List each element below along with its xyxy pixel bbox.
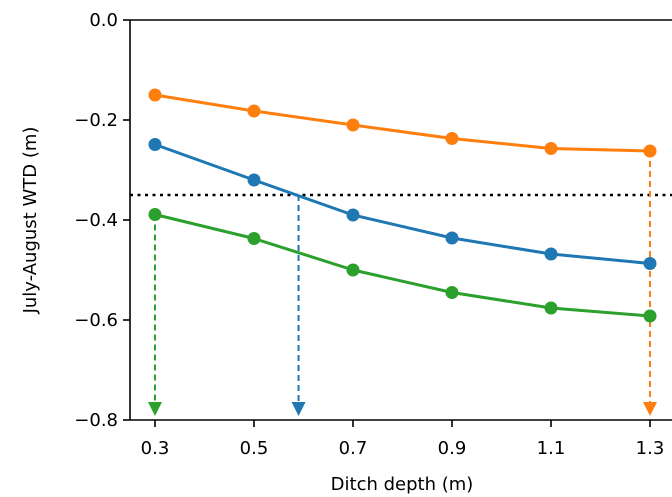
x-tick-label: 1.1 [537, 438, 566, 459]
data-point-s2-5 [544, 247, 558, 261]
axes: 0.0 −0.2 −0.4 −0.6 −0.8 0.3 0.5 0.7 0.9 1.1 1.3 [74, 10, 672, 459]
x-tick-label: 0.3 [141, 438, 170, 459]
series-line-2 [154, 143, 651, 265]
arrow-head-2 [291, 402, 306, 416]
data-point-s2-1 [148, 138, 162, 151]
x-axis-label: Ditch depth (m) [331, 474, 474, 495]
data-point-s1-5 [544, 142, 558, 155]
series-line-3 [154, 213, 651, 318]
plot-area [130, 88, 672, 416]
y-tick-label: −0.8 [74, 410, 118, 431]
x-tick-label: 0.7 [339, 438, 368, 459]
data-point-s1-3 [346, 118, 360, 132]
data-point-s3-4 [445, 286, 459, 299]
y-tick-label: −0.4 [74, 210, 118, 231]
x-tick-label: 0.5 [240, 438, 269, 459]
data-point-s3-6 [643, 309, 657, 323]
data-point-s2-3 [346, 208, 360, 222]
arrow-head-1 [148, 402, 162, 416]
data-point-s3-5 [544, 301, 558, 315]
data-point-s1-6 [643, 144, 657, 158]
data-point-s3-3 [346, 263, 360, 277]
arrow-head-3 [643, 402, 657, 416]
data-point-s3-1 [148, 208, 162, 221]
data-point-s2-2 [247, 173, 261, 187]
data-point-s1-4 [445, 132, 459, 145]
y-tick-label: −0.6 [74, 310, 118, 331]
y-tick-label: 0.0 [89, 10, 118, 31]
data-point-s1-1 [148, 88, 162, 102]
x-tick-label: 1.3 [636, 438, 665, 459]
y-tick-label: −0.2 [74, 110, 118, 131]
series-line-1 [154, 93, 651, 153]
data-point-s2-4 [445, 231, 459, 245]
data-point-s1-2 [247, 104, 261, 118]
y-axis-label: July-August WTD (m) [20, 127, 41, 315]
data-point-s2-6 [643, 257, 657, 270]
x-tick-label: 0.9 [438, 438, 467, 459]
data-point-s3-2 [247, 232, 261, 245]
